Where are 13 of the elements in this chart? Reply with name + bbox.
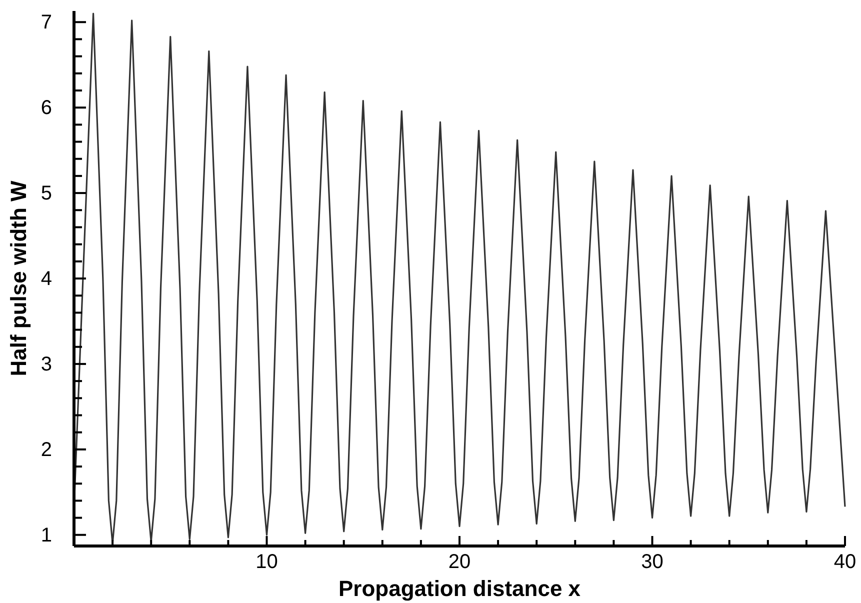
y-tick-label: 2	[40, 438, 52, 461]
y-tick-label: 5	[40, 182, 52, 204]
x-axis-title: Propagation distance x	[338, 576, 582, 601]
x-tick-label: 20	[448, 551, 471, 574]
y-tick-label: 6	[40, 96, 52, 119]
y-tick-label: 1	[40, 524, 52, 546]
x-tick-label: 40	[834, 551, 856, 574]
x-tick-label: 30	[641, 551, 664, 574]
y-tick-label: 3	[40, 353, 52, 376]
y-axis-title: Half pulse width W	[6, 180, 31, 376]
y-tick-label: 4	[40, 268, 52, 290]
y-tick-label: 7	[40, 12, 52, 34]
x-tick-label: 10	[256, 551, 278, 574]
